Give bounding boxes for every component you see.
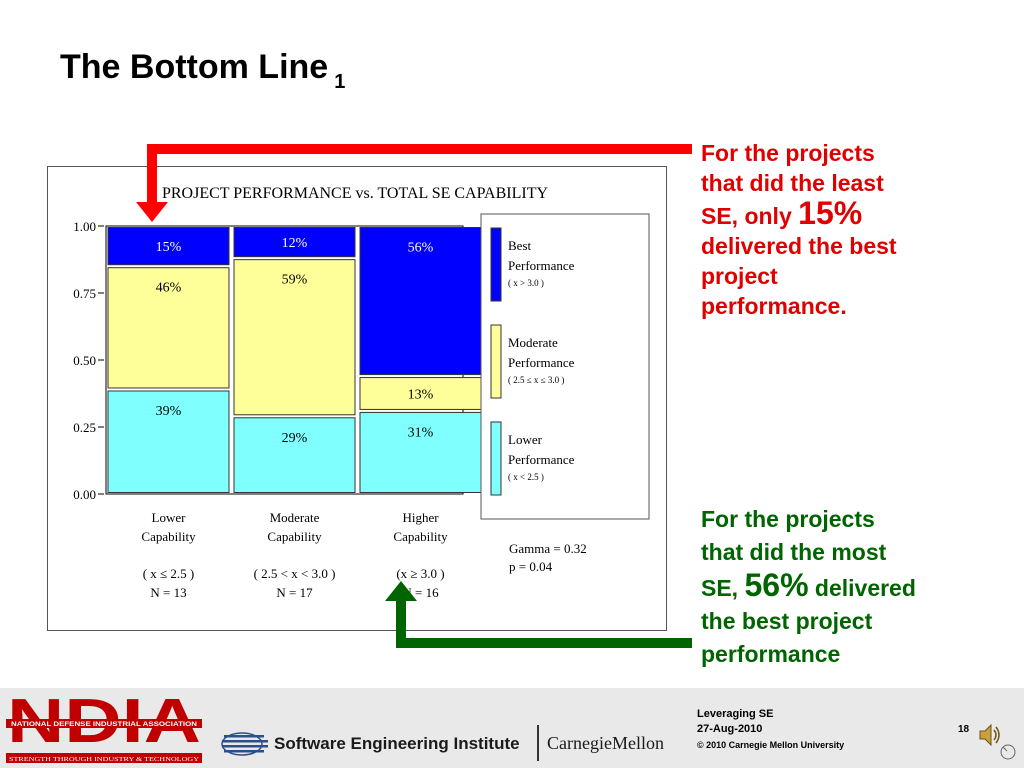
callout-most-se: For the projects that did the most SE, 5… [701, 503, 916, 671]
x-category-range: (x ≥ 3.0 ) [396, 566, 444, 581]
legend-range: ( x < 2.5 ) [508, 472, 544, 482]
data-label: 56% [408, 241, 434, 256]
callout-top-line6: performance. [701, 293, 847, 319]
gamma-stat: Gamma = 0.32 [509, 541, 587, 556]
y-tick-label: 0.00 [73, 487, 96, 502]
x-category-n: N = 13 [150, 585, 186, 600]
data-label: 59% [282, 273, 308, 288]
bar-segment [359, 377, 482, 410]
bar-segment [107, 227, 230, 266]
y-tick-label: 0.25 [73, 420, 96, 435]
navigation-circle-icon[interactable] [998, 742, 1018, 762]
x-category-label: Moderate [270, 510, 320, 525]
callout-bottom-percent: 56% [744, 567, 809, 603]
p-value-stat: p = 0.04 [509, 559, 553, 574]
legend-label: Lower [508, 432, 543, 447]
slide-title-subscript: 1 [334, 71, 346, 93]
y-tick-label: 1.00 [73, 219, 96, 234]
bar-segment [107, 390, 230, 493]
cmu-name: CarnegieMellon [547, 733, 664, 753]
red-arrow [136, 144, 692, 222]
chart-title: PROJECT PERFORMANCE vs. TOTAL SE CAPABIL… [162, 185, 548, 202]
ndia-logo: NDIA NATIONAL DEFENSE INDUSTRIAL ASSOCIA… [6, 692, 202, 763]
callout-top-line5: project [701, 263, 778, 289]
legend-label: Performance [508, 258, 575, 273]
x-category-n: N = 17 [276, 585, 313, 600]
callout-bottom-line3-post: delivered [808, 575, 916, 601]
sei-logo-icon [221, 732, 268, 756]
data-label: 39% [156, 404, 182, 419]
ndia-tagline: STRENGTH THROUGH INDUSTRY & TECHNOLOGY [9, 756, 199, 763]
speaker-icon[interactable] [978, 722, 1002, 748]
legend-swatch [490, 227, 502, 302]
footer-divider [537, 725, 539, 761]
bar-segment [233, 227, 356, 258]
page-number: 18 [958, 724, 970, 735]
data-label: 29% [282, 431, 308, 446]
callout-top-line1: For the projects [701, 140, 875, 166]
y-tick-label: 0.75 [73, 286, 96, 301]
data-label: 12% [282, 236, 308, 251]
legend-label: Performance [508, 355, 575, 370]
x-category-label: Capability [393, 529, 448, 544]
callout-least-se: For the projects that did the least SE, … [701, 138, 897, 321]
callout-bottom-line1: For the projects [701, 506, 875, 532]
data-label: 13% [408, 388, 434, 403]
footer-event: Leveraging SE [697, 708, 774, 720]
data-label: 15% [156, 240, 182, 255]
legend-swatch [490, 421, 502, 496]
x-category-label: Lower [152, 510, 187, 525]
mosaic-chart: PROJECT PERFORMANCE vs. TOTAL SE CAPABIL… [73, 185, 650, 600]
bar-segment [233, 259, 356, 416]
callout-top-line2: that did the least [701, 170, 884, 196]
slide-title-text: The Bottom Line [60, 48, 329, 86]
x-category-range: ( x ≤ 2.5 ) [143, 566, 195, 581]
callout-bottom-line5: performance [701, 641, 841, 667]
chart-frame: PROJECT PERFORMANCE vs. TOTAL SE CAPABIL… [47, 166, 667, 631]
ndia-org-name: NATIONAL DEFENSE INDUSTRIAL ASSOCIATION [11, 721, 198, 728]
x-category-range: ( 2.5 < x < 3.0 ) [254, 566, 336, 581]
data-label: 46% [156, 281, 182, 296]
callout-bottom-line4: the best project [701, 608, 873, 634]
sei-name: Software Engineering Institute [274, 734, 520, 753]
callout-top-line3: SE, only 15% [701, 195, 897, 231]
footer-copyright: © 2010 Carnegie Mellon University [697, 740, 845, 750]
footer-info: Leveraging SE 27-Aug-2010 [697, 707, 773, 737]
bar-segment [359, 411, 482, 493]
legend-box [480, 213, 650, 520]
footer-date: 27-Aug-2010 [697, 723, 763, 735]
callout-top-line4: delivered the best [701, 233, 897, 259]
callout-top-percent: 15% [798, 195, 863, 231]
bar-segment [359, 227, 482, 376]
green-arrow [385, 581, 692, 648]
x-category-label: Higher [402, 510, 439, 525]
legend-label: Moderate [508, 335, 558, 350]
callout-top-line3-pre: SE, only [701, 203, 799, 229]
data-label: 31% [408, 425, 434, 440]
callout-bottom-line3-pre: SE, [701, 575, 745, 601]
legend-range: ( 2.5 ≤ x ≤ 3.0 ) [508, 375, 564, 385]
x-category-label: Capability [141, 529, 196, 544]
callout-bottom-line2: that did the most [701, 539, 887, 565]
legend-label: Best [508, 238, 532, 253]
callout-bottom-line3: SE, 56% delivered [701, 569, 916, 605]
bar-segment [233, 417, 356, 493]
y-tick-label: 0.50 [73, 353, 96, 368]
bar-segment [107, 267, 230, 389]
legend-swatch [490, 324, 502, 399]
x-category-label: Capability [267, 529, 322, 544]
legend-range: ( x > 3.0 ) [508, 278, 544, 288]
legend-label: Performance [508, 452, 575, 467]
slide-title: The Bottom Line 1 [60, 48, 345, 94]
